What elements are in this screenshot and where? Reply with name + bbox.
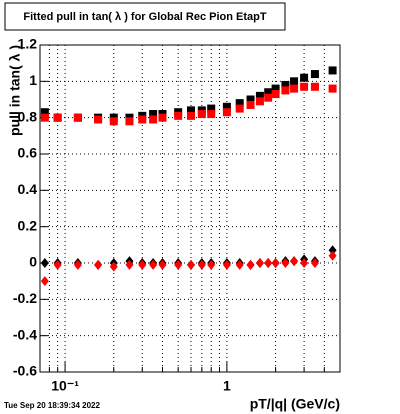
square-marker bbox=[235, 104, 244, 113]
square-marker bbox=[255, 97, 264, 106]
y-tick-label: -0.6 bbox=[13, 363, 37, 379]
diamond-marker bbox=[222, 259, 231, 270]
square-marker bbox=[300, 73, 309, 82]
y-tick-label: 1 bbox=[29, 72, 37, 88]
square-marker bbox=[149, 110, 158, 119]
diamond-marker bbox=[40, 276, 49, 287]
diamond-marker bbox=[328, 250, 337, 261]
y-tick-label: 0.4 bbox=[18, 181, 38, 197]
y-tick-label: 0.6 bbox=[18, 145, 38, 161]
square-marker bbox=[40, 108, 49, 117]
x-tick-label: 1 bbox=[223, 378, 231, 394]
square-marker bbox=[246, 100, 255, 109]
x-axis-label: pT/|q| (GeV/c) bbox=[250, 396, 340, 412]
square-marker bbox=[158, 113, 167, 122]
diamond-marker bbox=[328, 245, 337, 256]
square-marker bbox=[264, 93, 273, 102]
square-marker bbox=[197, 110, 206, 119]
square-marker bbox=[246, 95, 255, 104]
title-box bbox=[4, 2, 286, 31]
square-marker bbox=[186, 111, 195, 120]
square-marker bbox=[328, 84, 337, 93]
square-marker bbox=[53, 113, 62, 122]
square-marker bbox=[222, 108, 231, 117]
diamond-marker bbox=[255, 258, 264, 268]
y-tick-label: -0.4 bbox=[13, 326, 37, 342]
diamond-marker bbox=[94, 259, 103, 270]
square-marker bbox=[109, 117, 118, 126]
square-marker bbox=[281, 80, 290, 89]
diamond-marker bbox=[125, 259, 134, 270]
diamond-marker bbox=[174, 259, 183, 270]
square-marker bbox=[281, 86, 290, 95]
diamond-marker bbox=[138, 259, 147, 270]
square-marker bbox=[271, 84, 280, 93]
square-marker bbox=[149, 115, 158, 124]
diamond-marker bbox=[246, 259, 255, 270]
square-marker bbox=[328, 66, 337, 75]
diamond-marker bbox=[197, 259, 206, 270]
y-tick-label: 0 bbox=[29, 254, 37, 270]
square-marker bbox=[40, 113, 49, 122]
square-marker bbox=[207, 104, 216, 113]
square-marker bbox=[125, 117, 134, 126]
diamond-marker bbox=[186, 259, 195, 270]
diamond-marker bbox=[207, 259, 216, 270]
square-marker bbox=[300, 82, 309, 91]
diamond-marker bbox=[300, 258, 309, 268]
square-marker bbox=[174, 111, 183, 120]
chart-title: Fitted pull in tan( λ ) for Global Rec P… bbox=[23, 11, 267, 23]
square-marker bbox=[235, 99, 244, 108]
square-marker bbox=[271, 90, 280, 99]
square-marker bbox=[264, 88, 273, 97]
diamond-marker bbox=[73, 259, 82, 270]
square-marker bbox=[310, 82, 319, 91]
diamond-marker bbox=[281, 258, 290, 268]
diamond-marker bbox=[264, 258, 273, 268]
diamond-marker bbox=[149, 259, 158, 270]
square-marker bbox=[94, 115, 103, 124]
diamond-marker bbox=[158, 259, 167, 270]
square-marker bbox=[290, 77, 299, 86]
plot-frame bbox=[39, 44, 341, 373]
timestamp: Tue Sep 20 18:39:34 2022 bbox=[4, 401, 100, 410]
square-marker bbox=[310, 70, 319, 79]
x-tick-label: 10⁻¹ bbox=[51, 378, 79, 394]
square-marker bbox=[255, 91, 264, 100]
square-marker bbox=[186, 106, 195, 115]
square-marker bbox=[138, 115, 147, 124]
diamond-marker bbox=[290, 256, 299, 267]
diamond-marker bbox=[310, 258, 319, 268]
square-marker bbox=[207, 110, 216, 119]
square-marker bbox=[290, 84, 299, 93]
square-marker bbox=[222, 102, 231, 111]
y-tick-label: 0.2 bbox=[18, 217, 38, 233]
diamond-marker bbox=[235, 259, 244, 270]
diamond-marker bbox=[53, 259, 62, 270]
diamond-marker bbox=[271, 258, 280, 268]
diamond-marker bbox=[109, 261, 118, 272]
diamond-marker bbox=[40, 258, 49, 268]
square-marker bbox=[73, 113, 82, 122]
y-tick-label: 0.8 bbox=[18, 108, 38, 124]
y-tick-label: 1.2 bbox=[18, 36, 38, 52]
y-axis-label: pull in tan( λ ) bbox=[7, 45, 23, 136]
y-tick-label: -0.2 bbox=[13, 290, 37, 306]
